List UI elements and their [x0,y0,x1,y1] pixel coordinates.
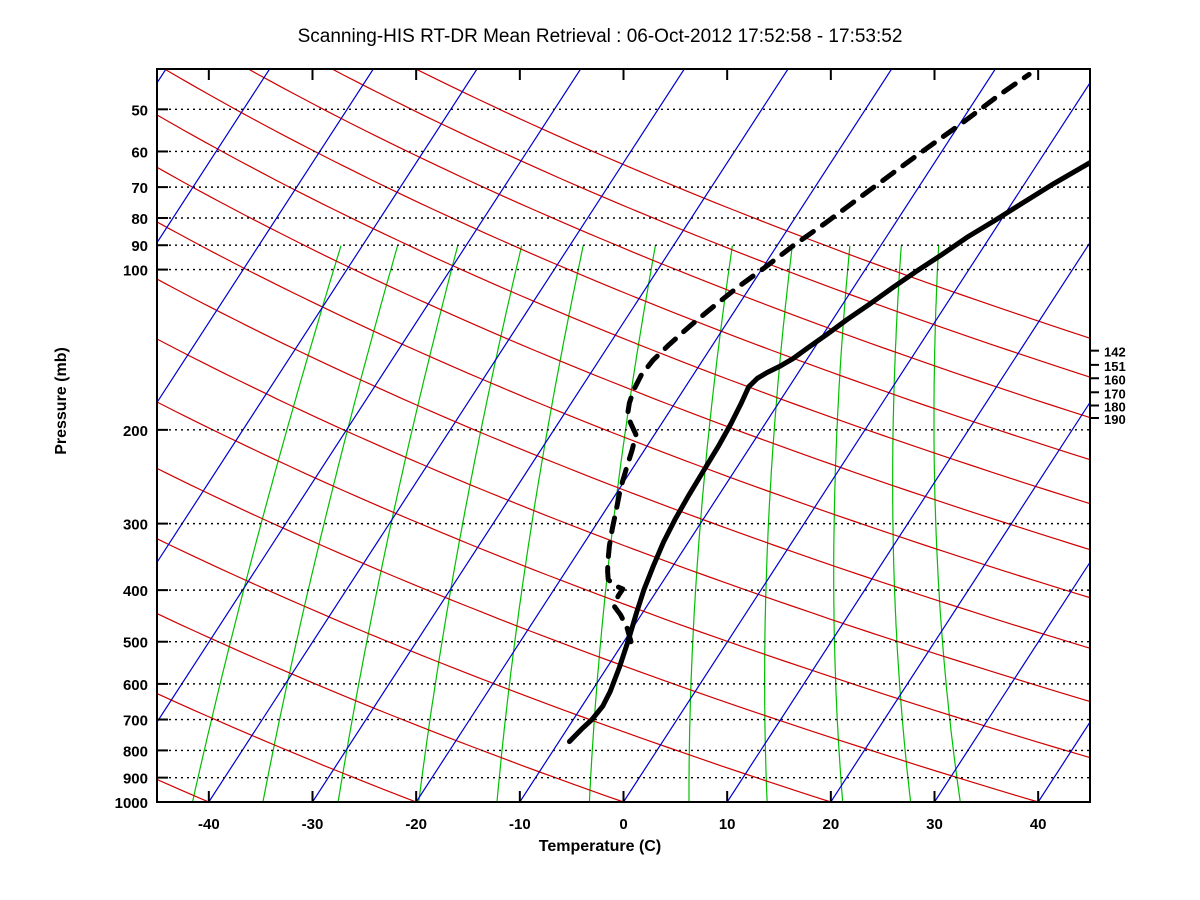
y-tick-label: 60 [131,144,148,161]
right-tick-label: 180 [1104,399,1126,414]
isotherm-line [157,69,478,564]
mixing-ratio-line [496,245,584,802]
page-title: Scanning-HIS RT-DR Mean Retrieval : 06-O… [297,26,903,47]
dry-adiabat-line [157,538,832,802]
right-tick-label: 142 [1104,345,1126,360]
x-tick-label: 30 [926,816,943,833]
right-tick-label: 160 [1104,372,1126,387]
dry-adiabat-line [157,221,1090,599]
y-tick-label: 1000 [115,795,148,812]
x-tick-label: 40 [1030,816,1047,833]
x-tick-label: 20 [822,816,839,833]
x-tick-label: -30 [302,816,324,833]
isotherm-line [519,69,996,802]
y-tick-label: 600 [123,677,148,694]
y-tick-label: 50 [131,102,148,119]
isotherm-line [157,69,374,404]
y-tick-labels: 50 60 70 80 90 100 200 300 400 500 600 700 800 900 100… [115,102,148,812]
mixing-ratio-line [764,245,793,802]
dry-adiabat-line [247,69,1090,419]
x-tick-labels: -40 -30 -20 -10 0 10 20 30 40 [198,816,1047,833]
dry-adiabat-line [157,166,1090,551]
isotherm-line [726,241,1090,802]
dry-adiabat-line [157,114,1090,505]
x-tick-label: -20 [405,816,427,833]
mixing-ratio-line [892,245,912,802]
y-tick-label: 90 [131,238,148,255]
isotherm-line [933,561,1090,802]
y-tick-label: 900 [123,771,148,788]
y-tick-label: 80 [131,211,148,228]
dry-adiabat-line [157,278,1090,649]
mixing-ratio-line [418,245,523,802]
dry-adiabat-line [157,338,1090,703]
x-axis-title: Temperature (C) [538,838,662,855]
isotherm-line [622,81,1090,802]
mixing-ratio-line [262,245,399,802]
right-tick-label: 151 [1104,359,1126,374]
x-tick-label: 0 [619,816,627,833]
dewpoint-profile-line [605,71,1032,645]
x-tick-label: -40 [198,816,220,833]
y-tick-label: 300 [123,517,148,534]
dry-adiabat-line [157,401,1090,759]
mixing-ratio-line [933,245,961,802]
right-tick-label: 190 [1104,412,1126,427]
y-tick-label: 70 [131,180,148,197]
dry-adiabat-line [415,69,1090,339]
x-tick-label: -10 [509,816,531,833]
temperature-profile-line [566,159,1090,745]
isotherm-lines [157,69,1200,802]
plot-background [157,69,1090,802]
isotherm-line [1142,69,1200,802]
y-tick-label: 400 [123,583,148,600]
dry-adiabat-lines [0,69,1090,802]
isotherm-line [208,69,685,802]
y-tick-label: 500 [123,635,148,652]
axis-ticks [157,69,1040,803]
mixing-ratio-line [833,245,851,802]
profile-lines [566,71,1090,745]
isotherm-line [157,69,271,244]
isotherm-line [157,69,582,724]
isotherm-line [415,69,893,802]
y-tick-label: 100 [123,263,148,280]
isotherm-line [830,401,1090,802]
y-tick-label: 800 [123,743,148,760]
dry-adiabat-line [157,612,625,802]
right-tick-label: 170 [1104,386,1126,401]
y-axis-title: Pressure (mb) [53,347,70,455]
x-tick-label: 10 [719,816,736,833]
dry-adiabat-line [164,69,1090,461]
y-tick-label: 200 [123,423,148,440]
dry-adiabat-line [157,467,1039,802]
y-tick-label: 700 [123,713,148,730]
dry-adiabat-line [0,69,2,802]
dry-adiabat-line [331,69,1090,378]
isotherm-line [311,69,789,802]
